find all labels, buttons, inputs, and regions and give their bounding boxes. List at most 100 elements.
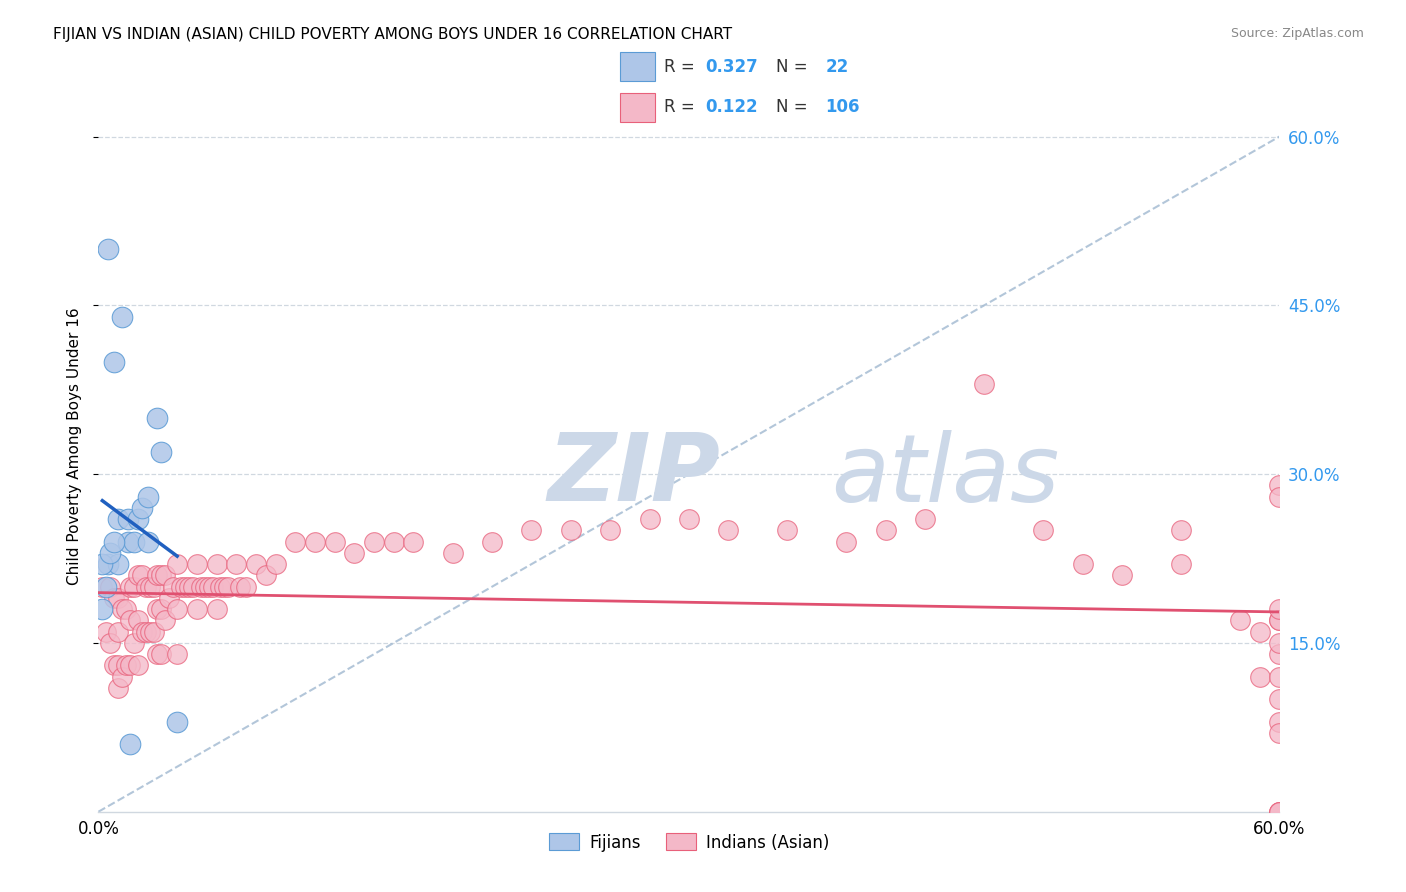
Point: [96, 624, 118, 639]
Point: [1071, 557, 1094, 571]
Point: [146, 602, 169, 616]
Point: [1268, 805, 1291, 819]
Point: [107, 591, 129, 605]
Point: [363, 534, 385, 549]
Point: [1229, 614, 1251, 628]
Point: [229, 580, 252, 594]
Point: [1268, 670, 1291, 684]
Point: [155, 614, 177, 628]
Point: [91, 602, 114, 616]
Point: [166, 557, 188, 571]
Point: [98, 580, 121, 594]
Point: [402, 534, 425, 549]
Y-axis label: Child Poverty Among Boys Under 16: Child Poverty Among Boys Under 16: [67, 307, 83, 585]
Point: [1249, 624, 1271, 639]
Point: [209, 580, 232, 594]
Point: [560, 524, 582, 538]
Bar: [620, 93, 655, 121]
Point: [177, 580, 200, 594]
Point: [194, 580, 217, 594]
Point: [107, 681, 129, 695]
Point: [131, 624, 153, 639]
Point: [225, 557, 247, 571]
Point: [1249, 670, 1271, 684]
Point: [107, 658, 129, 673]
Point: [155, 568, 177, 582]
Point: [122, 636, 145, 650]
Legend: Fijians, Indians (Asian): Fijians, Indians (Asian): [543, 827, 835, 858]
Point: [1170, 557, 1192, 571]
Text: atlas: atlas: [831, 430, 1059, 521]
Point: [103, 591, 125, 605]
Point: [264, 557, 287, 571]
Point: [117, 512, 139, 526]
Point: [122, 580, 145, 594]
Point: [166, 602, 188, 616]
Point: [103, 354, 125, 368]
Point: [186, 557, 208, 571]
Point: [98, 546, 121, 560]
Point: [117, 534, 139, 549]
Text: 0.122: 0.122: [704, 98, 758, 116]
Point: [162, 580, 184, 594]
Point: [197, 580, 219, 594]
Point: [1268, 614, 1291, 628]
Bar: [620, 53, 655, 81]
Point: [103, 534, 125, 549]
Text: R =: R =: [664, 98, 700, 116]
Point: [481, 534, 503, 549]
Text: N =: N =: [776, 58, 813, 76]
Point: [111, 670, 134, 684]
Point: [91, 557, 114, 571]
Point: [441, 546, 464, 560]
Point: [97, 557, 120, 571]
Point: [118, 580, 141, 594]
Point: [205, 557, 228, 571]
Point: [150, 602, 173, 616]
Point: [343, 546, 366, 560]
Point: [1268, 490, 1291, 504]
Point: [142, 580, 165, 594]
Point: [157, 591, 180, 605]
Point: [115, 602, 138, 616]
Point: [973, 377, 995, 392]
Text: R =: R =: [664, 58, 700, 76]
Point: [217, 580, 239, 594]
Point: [118, 614, 141, 628]
Point: [875, 524, 897, 538]
Point: [1268, 478, 1291, 492]
Point: [98, 636, 121, 650]
Text: 0.327: 0.327: [704, 58, 758, 76]
Point: [245, 557, 267, 571]
Point: [382, 534, 405, 549]
Point: [678, 512, 700, 526]
Point: [914, 512, 936, 526]
Point: [166, 647, 188, 661]
Point: [1268, 602, 1291, 616]
Point: [146, 647, 169, 661]
Point: [190, 580, 212, 594]
Point: [638, 512, 661, 526]
Point: [146, 410, 169, 425]
Point: [103, 658, 125, 673]
Point: [520, 524, 543, 538]
Point: [111, 602, 134, 616]
Point: [1170, 524, 1192, 538]
Point: [235, 580, 257, 594]
Point: [214, 580, 236, 594]
Point: [107, 624, 129, 639]
Point: [717, 524, 740, 538]
Point: [304, 534, 326, 549]
Point: [122, 534, 145, 549]
Point: [107, 512, 129, 526]
Point: [599, 524, 621, 538]
Point: [136, 490, 159, 504]
Point: [323, 534, 346, 549]
Point: [1268, 805, 1291, 819]
Point: [138, 624, 160, 639]
Point: [1268, 714, 1291, 729]
Point: [166, 714, 188, 729]
Point: [131, 568, 153, 582]
Point: [201, 580, 224, 594]
Point: [254, 568, 277, 582]
